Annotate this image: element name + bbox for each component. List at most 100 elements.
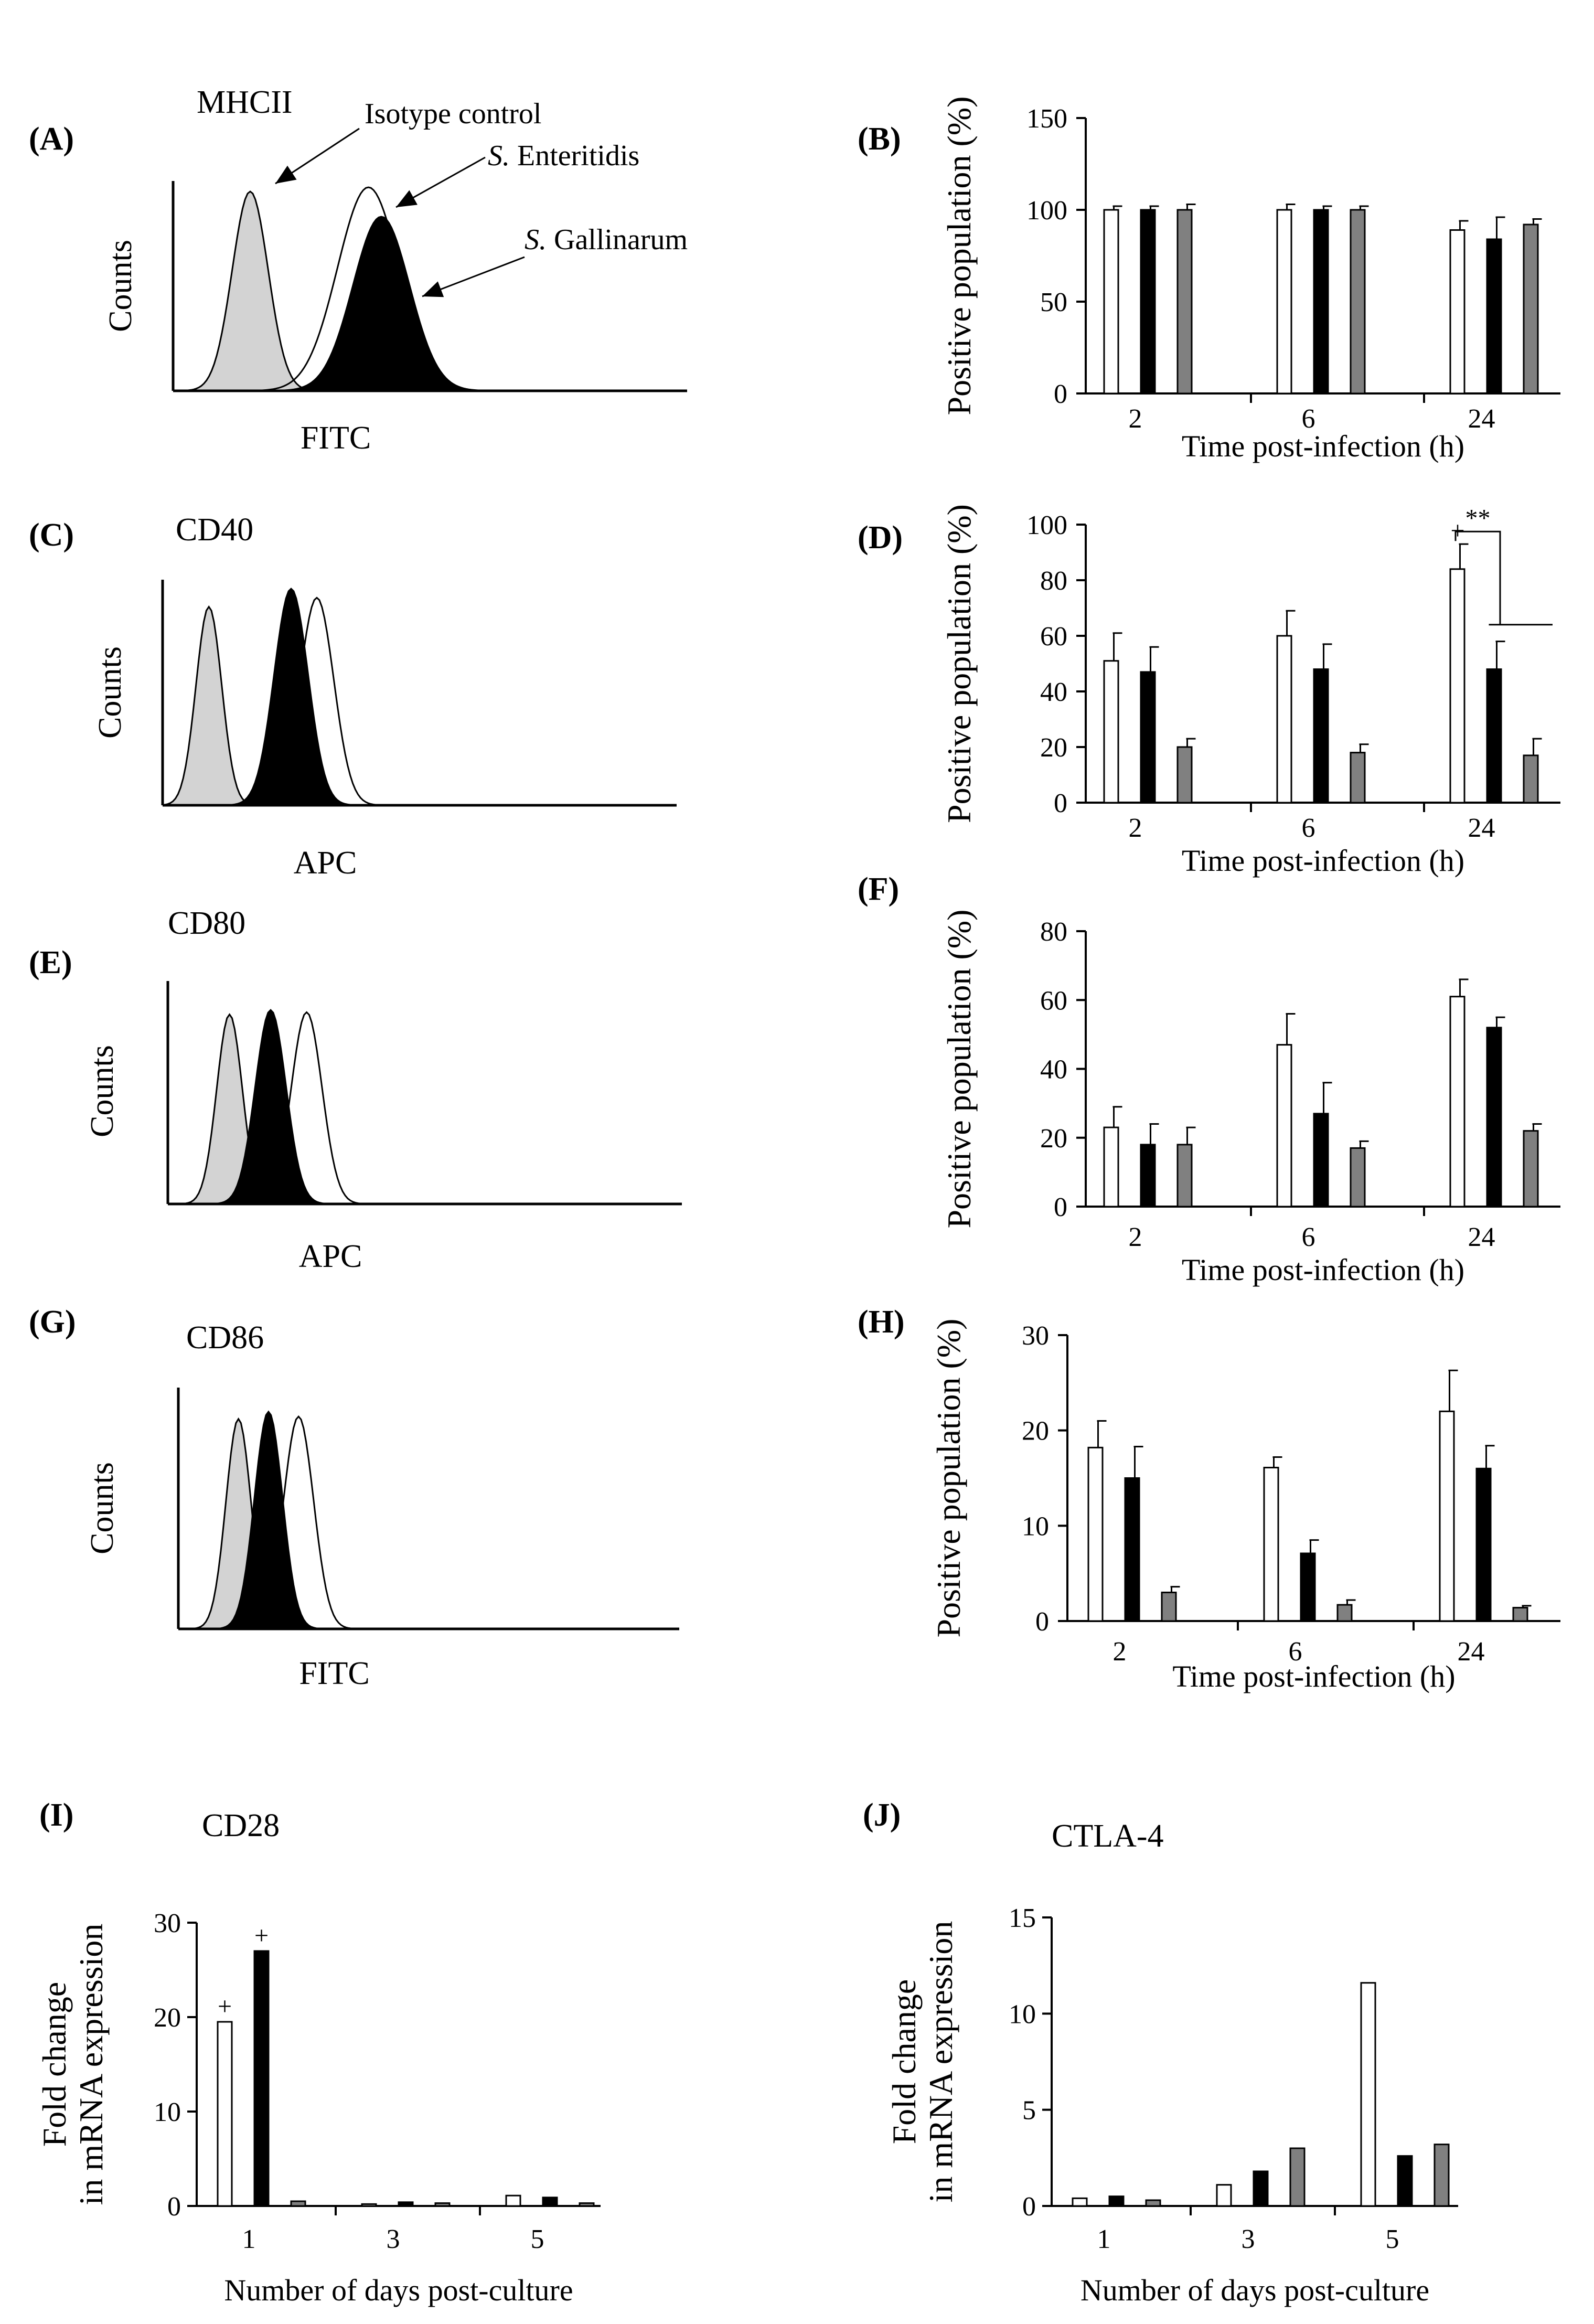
y-axis-label: Positive population (%)	[940, 910, 978, 1229]
bar-s3-24	[1523, 1130, 1539, 1208]
bar-s3-2	[1176, 209, 1193, 395]
x-tick-label: 2	[1129, 813, 1142, 843]
bar-s2-6	[1313, 209, 1329, 395]
x-tick-label: 2	[1129, 404, 1142, 434]
y-tick-label: 30	[154, 1909, 181, 1938]
gene-title: CTLA-4	[1052, 1818, 1164, 1854]
x-tick-label: 6	[1302, 404, 1315, 434]
bar-s3-1	[290, 2200, 306, 2207]
y-axis-label-line-1: Fold change	[36, 1982, 73, 2147]
x-tick-label: 2	[1129, 1222, 1142, 1252]
bar-s3-6	[1336, 1604, 1353, 1622]
annotation-label-2: S. Enteritidis	[488, 140, 639, 172]
y-axis-label: Positive population (%)	[940, 504, 978, 823]
histogram-curve-1	[162, 605, 677, 806]
y-tick-label: 0	[167, 2192, 181, 2222]
bar-s1-1	[1072, 2197, 1088, 2207]
y-tick-label: 5	[1022, 2096, 1036, 2126]
annotation-prefix: S.	[525, 223, 547, 256]
x-axis-label: Number of days post-culture	[1081, 2273, 1429, 2307]
y-axis-label-line-2: in mRNA expression	[72, 1924, 110, 2205]
x-tick-label: 24	[1468, 1222, 1495, 1252]
panel-label: (I)	[39, 1797, 73, 1833]
bar-s3-5	[1433, 2144, 1450, 2207]
annotation-text: Gallinarum	[547, 223, 688, 256]
x-tick-label: 3	[1242, 2224, 1255, 2254]
panel-label: (A)	[29, 121, 74, 157]
bar-s3-24	[1512, 1607, 1528, 1622]
bar-s1-1	[217, 2021, 233, 2207]
bar-s2-24	[1475, 1467, 1492, 1622]
panel-label: (B)	[858, 121, 901, 157]
y-tick-label: 150	[1026, 104, 1067, 134]
y-tick-label: 20	[154, 2003, 181, 2033]
y-tick-label: 0	[1054, 1192, 1067, 1222]
x-axis-label: Time post-infection (h)	[1182, 844, 1464, 878]
y-axis-label: Positive population (%)	[930, 1319, 967, 1638]
panel-label: (G)	[29, 1304, 76, 1340]
histogram-curve-3	[163, 588, 677, 806]
bar-s3-6	[1350, 209, 1366, 395]
bar-panel-i: (I) CD28 Number of days post-culture Fold c…	[36, 1797, 601, 2307]
bar-s3-2	[1176, 746, 1193, 804]
y-axis-label: Positive population (%)	[940, 97, 978, 415]
histogram-panel-a: (A) MHCII FITC Counts Isotype control S. Ente…	[29, 84, 688, 456]
marker-title: CD40	[176, 512, 253, 548]
x-tick-label: 24	[1458, 1637, 1485, 1667]
bar-s1-2	[1087, 1446, 1104, 1622]
histogram-curve-2	[163, 596, 677, 806]
annotation-arrowhead-1	[275, 165, 297, 184]
significance-label: **	[1465, 504, 1491, 532]
bar-s2-5	[1397, 2155, 1413, 2207]
bar-s2-2	[1140, 671, 1156, 804]
histogram-panel-c: (C) CD40 APC Counts	[29, 512, 677, 881]
bar-s3-2	[1161, 1592, 1177, 1622]
annotation-prefix: S.	[488, 140, 510, 172]
bar-s2-24	[1486, 238, 1502, 395]
gene-title: CD28	[202, 1808, 280, 1843]
bar-s2-24	[1486, 1027, 1502, 1208]
y-tick-label: 100	[1026, 196, 1067, 226]
x-tick-label: 24	[1468, 813, 1495, 843]
y-tick-label: 20	[1022, 1416, 1049, 1446]
significance-bracket	[1454, 530, 1501, 625]
y-tick-label: 10	[1022, 1511, 1049, 1541]
y-tick-label: 100	[1026, 510, 1067, 540]
x-tick-label: 6	[1289, 1637, 1302, 1667]
x-tick-label: 6	[1302, 813, 1315, 843]
bar-s1-2	[1103, 1126, 1119, 1208]
bar-s3-2	[1176, 1144, 1193, 1208]
y-tick-label: 50	[1040, 287, 1067, 317]
y-axis-label: Counts	[84, 1462, 120, 1554]
panel-label: (C)	[29, 517, 74, 553]
panel-label: (F)	[858, 871, 899, 907]
annotation-arrowhead-3	[422, 281, 444, 297]
panel-label: (J)	[863, 1797, 901, 1833]
annotation-text: Enteritidis	[510, 140, 639, 172]
x-axis-label: Number of days post-culture	[224, 2273, 573, 2307]
histogram-panel-e: (E) CD80 APC Counts	[29, 905, 682, 1274]
marker-title: CD86	[186, 1320, 264, 1356]
y-tick-label: 0	[1054, 379, 1067, 409]
bar-s1-24	[1449, 568, 1465, 804]
y-tick-label: 10	[154, 2097, 181, 2127]
y-tick-label: 80	[1040, 917, 1067, 947]
x-axis-label: Time post-infection (h)	[1182, 429, 1464, 463]
bar-panel-f: (F) Time post-infection (h) Positive popul…	[858, 871, 1560, 1287]
x-axis-label: APC	[299, 1239, 362, 1274]
bar-s1-2	[1103, 209, 1119, 395]
bar-s1-24	[1449, 229, 1465, 395]
bar-panel-h: (H) Time post-infection (h) Positive popul…	[858, 1304, 1560, 1693]
y-axis-label: Counts	[103, 240, 138, 332]
x-tick-label: 5	[531, 2224, 544, 2254]
x-tick-label: 1	[1097, 2224, 1111, 2254]
bar-s1-24	[1439, 1410, 1455, 1622]
bar-s3-6	[1350, 752, 1366, 804]
plus-marker: +	[1450, 517, 1464, 545]
bar-s3-3	[434, 2202, 451, 2207]
bar-s2-6	[1300, 1552, 1316, 1622]
bar-panel-d: (D) Time post-infection (h) Positive popul…	[858, 504, 1560, 878]
annotation-arrowhead-2	[396, 190, 418, 207]
bar-panel-b: (B) Time post-infection (h) Positive popul…	[858, 97, 1560, 463]
